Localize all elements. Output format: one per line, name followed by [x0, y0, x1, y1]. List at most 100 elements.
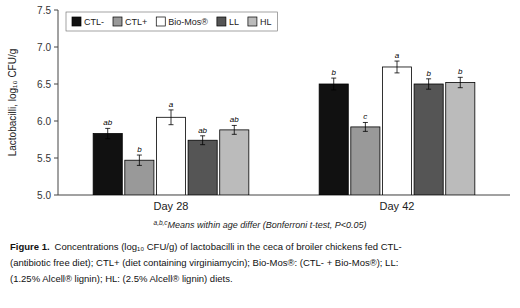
- y-tick: [54, 84, 58, 85]
- significance-label: b: [331, 68, 336, 77]
- legend-swatch: [217, 17, 226, 26]
- error-bar-stem: [460, 77, 461, 87]
- legend-label: Bio-Mos®: [168, 17, 208, 27]
- bar: [382, 67, 411, 195]
- bar: [351, 127, 380, 195]
- x-tick-label: Day 42: [380, 200, 415, 212]
- y-axis: 5.0 5.5 6.0 6.5 7.0 7.5: [37, 5, 510, 201]
- y-tick-label: 7.5: [37, 5, 51, 16]
- bar: [156, 117, 185, 195]
- caption-line: Figure 1. Concentrations (log₁₀ CFU/g) of…: [10, 241, 402, 252]
- error-bar-cap: [137, 155, 142, 156]
- error-bar-cap: [331, 89, 336, 90]
- error-bar-stem: [333, 78, 334, 90]
- y-tick: [54, 47, 58, 48]
- footnote-mark: a,b,c: [154, 219, 169, 226]
- y-tick-label: 5.5: [37, 153, 51, 164]
- y-tick: [54, 195, 58, 196]
- error-bar: [232, 125, 237, 134]
- error-bar: [169, 110, 174, 125]
- significance-label: a: [395, 51, 400, 60]
- error-bar-cap: [169, 109, 174, 110]
- significance-label: c: [363, 112, 367, 121]
- error-bar-cap: [105, 138, 110, 139]
- significance-label: a: [169, 100, 174, 109]
- error-bar-cap: [137, 165, 142, 166]
- x-tick-label: Day 28: [154, 200, 189, 212]
- error-bar-cap: [200, 135, 205, 136]
- y-tick-label: 6.5: [37, 79, 51, 90]
- y-tick-label: 6.0: [37, 116, 51, 127]
- caption-label: Figure 1.: [10, 241, 50, 252]
- error-bar: [105, 128, 110, 138]
- error-bar-cap: [426, 78, 431, 79]
- legend-swatch: [113, 17, 122, 26]
- legend-label: LL: [229, 17, 239, 27]
- error-bar-stem: [397, 61, 398, 73]
- caption-line: (antibiotic free diet); CTL+ (diet conta…: [10, 257, 398, 268]
- y-tick-label: 7.0: [37, 42, 51, 53]
- error-bar-cap: [363, 122, 368, 123]
- bars: [93, 61, 475, 195]
- error-bar-cap: [426, 89, 431, 90]
- footnote: a,b,cMeans within age differ (Bonferroni…: [154, 219, 367, 231]
- bar: [414, 84, 443, 195]
- error-bar-stem: [428, 79, 429, 89]
- caption-line: (1.25% Alcell® lignin); HL: (2.5% Alcell…: [10, 273, 233, 284]
- error-bar-stem: [139, 155, 140, 165]
- bar: [188, 140, 217, 195]
- error-bar: [363, 122, 368, 131]
- chart: 5.0 5.5 6.0 6.5 7.0 7.5 Lactobacilli, log₁₀ CF…: [0, 0, 520, 308]
- error-bar-stem: [171, 110, 172, 125]
- bar: [446, 83, 475, 195]
- y-tick: [54, 10, 58, 11]
- bar-annotations: abbaababbcabb: [103, 51, 463, 154]
- y-axis-label: Lactobacilli, log₁₀ CFU/g: [7, 49, 18, 157]
- significance-label: ab: [230, 115, 239, 124]
- bar: [319, 84, 348, 195]
- legend-frame: [66, 12, 277, 31]
- error-bar: [137, 155, 142, 165]
- error-bar: [200, 136, 205, 145]
- legend-swatch: [248, 17, 257, 26]
- error-bar-stem: [234, 125, 235, 134]
- significance-label: ab: [103, 118, 112, 127]
- footnote-text: Means within age differ (Bonferroni t-te…: [168, 220, 367, 230]
- error-bar: [331, 78, 336, 90]
- legend-label: CTL+: [125, 17, 147, 27]
- error-bar-cap: [232, 125, 237, 126]
- error-bar-cap: [169, 124, 174, 125]
- y-tick-label: 5.0: [37, 190, 51, 201]
- caption-text: Concentrations (log₁₀ CFU/g) of lactobac…: [55, 241, 402, 252]
- error-bar-cap: [458, 77, 463, 78]
- error-bar-stem: [202, 136, 203, 145]
- bar: [125, 160, 154, 195]
- error-bar-cap: [395, 61, 400, 62]
- y-axis-line: [58, 10, 59, 195]
- y-tick: [54, 121, 58, 122]
- error-bar-cap: [331, 78, 336, 79]
- error-bar: [395, 61, 400, 73]
- legend: CTL- CTL+ Bio-Mos® LL HL: [66, 12, 277, 31]
- significance-label: b: [426, 69, 431, 78]
- significance-label: b: [137, 145, 142, 154]
- bar: [220, 130, 249, 195]
- error-bar: [426, 79, 431, 89]
- legend-swatch: [72, 17, 81, 26]
- significance-label: ab: [198, 126, 207, 135]
- y-tick: [54, 158, 58, 159]
- legend-swatch: [156, 17, 165, 26]
- error-bar-cap: [363, 131, 368, 132]
- bar: [93, 134, 122, 195]
- legend-label: CTL-: [84, 17, 104, 27]
- error-bar-cap: [395, 72, 400, 73]
- legend-label: HL: [260, 17, 272, 27]
- error-bar-cap: [458, 87, 463, 88]
- error-bar-cap: [200, 144, 205, 145]
- error-bar-cap: [232, 134, 237, 135]
- error-bar: [458, 77, 463, 87]
- error-bar-stem: [107, 128, 108, 138]
- significance-label: b: [458, 67, 463, 76]
- error-bar-cap: [105, 128, 110, 129]
- error-bar-stem: [365, 122, 366, 131]
